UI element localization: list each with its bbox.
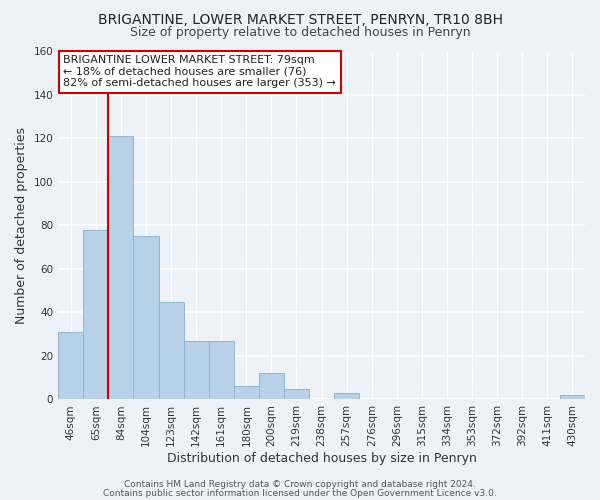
Bar [184,340,209,400]
Bar [58,332,83,400]
Text: BRIGANTINE, LOWER MARKET STREET, PENRYN, TR10 8BH: BRIGANTINE, LOWER MARKET STREET, PENRYN,… [97,12,503,26]
Bar [334,393,359,400]
Bar [158,302,184,400]
Bar [109,136,133,400]
Bar [209,340,234,400]
Text: BRIGANTINE LOWER MARKET STREET: 79sqm
← 18% of detached houses are smaller (76)
: BRIGANTINE LOWER MARKET STREET: 79sqm ← … [64,55,337,88]
Y-axis label: Number of detached properties: Number of detached properties [15,127,28,324]
Text: Contains HM Land Registry data © Crown copyright and database right 2024.: Contains HM Land Registry data © Crown c… [124,480,476,489]
Bar [284,388,309,400]
Bar [234,386,259,400]
Text: Size of property relative to detached houses in Penryn: Size of property relative to detached ho… [130,26,470,39]
Bar [133,236,158,400]
X-axis label: Distribution of detached houses by size in Penryn: Distribution of detached houses by size … [167,452,476,465]
Bar [83,230,109,400]
Text: Contains public sector information licensed under the Open Government Licence v3: Contains public sector information licen… [103,488,497,498]
Bar [560,395,585,400]
Bar [259,374,284,400]
